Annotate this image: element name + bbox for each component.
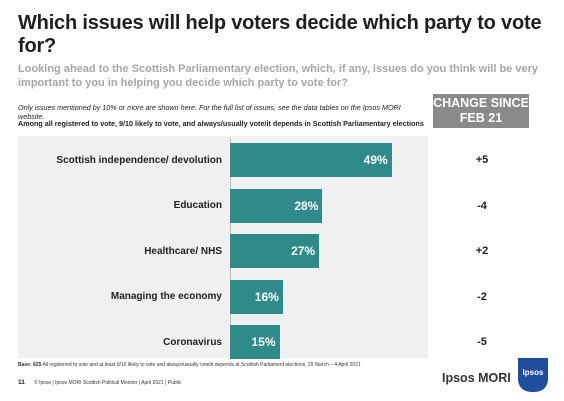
- bar: 15%: [230, 325, 280, 359]
- change-value: -2: [477, 290, 487, 303]
- change-value: -5: [477, 336, 487, 348]
- logo-text: Ipsos: [523, 368, 544, 377]
- chart-row: Healthcare/ NHS 27% +2: [0, 231, 564, 271]
- bar-value-label: 28%: [294, 198, 319, 213]
- question-text: Looking ahead to the Scottish Parliament…: [18, 63, 538, 89]
- page-title: Which issues will help voters decide whi…: [18, 12, 542, 57]
- bar: 16%: [230, 279, 283, 314]
- change-header-line1: CHANGE SINCE: [433, 95, 529, 110]
- change-since-header: CHANGE SINCE FEB 21: [433, 94, 529, 128]
- category-label: Managing the economy: [110, 291, 222, 302]
- base-prefix: Base: 825: [18, 362, 42, 368]
- copyright-text: © Ipsos | Ipsos MORI Scottish Political …: [34, 380, 182, 386]
- chart-row: Coronavirus 15% -5: [0, 322, 564, 362]
- bar-value-label: 16%: [254, 289, 279, 304]
- sample-description: Among all registered to vote, 9/10 likel…: [18, 119, 424, 128]
- bar-value-label: 49%: [363, 153, 388, 167]
- change-value: -4: [477, 199, 487, 212]
- chart-row: Education 28% -4: [0, 186, 564, 226]
- chart-row: Managing the economy 16% -2: [0, 277, 564, 317]
- category-label: Coronavirus: [163, 336, 222, 348]
- base-text: All registered to vote and at least 9/10…: [42, 362, 361, 368]
- page-number: 11: [18, 379, 25, 386]
- bar: 27%: [230, 234, 320, 268]
- change-value: +5: [475, 154, 489, 166]
- category-label: Education: [173, 200, 222, 211]
- bar: 28%: [230, 188, 323, 223]
- bar: 49%: [230, 143, 392, 177]
- category-label: Healthcare/ NHS: [144, 245, 222, 257]
- bar-value-label: 27%: [291, 244, 316, 258]
- base-note: Base: 825 All registered to vote and at …: [18, 362, 438, 368]
- ipsos-logo: Ipsos: [518, 358, 548, 392]
- issues-note: Only issues mentioned by 10% or more are…: [18, 103, 401, 121]
- bar-value-label: 15%: [251, 335, 276, 349]
- chart-row: Scottish independence/ devolution 49% +5: [0, 140, 564, 180]
- change-header-line2: FEB 21: [459, 111, 503, 125]
- brand-name: Ipsos MORI: [442, 371, 511, 385]
- change-value: +2: [475, 245, 489, 257]
- category-label: Scottish independence/ devolution: [56, 154, 222, 166]
